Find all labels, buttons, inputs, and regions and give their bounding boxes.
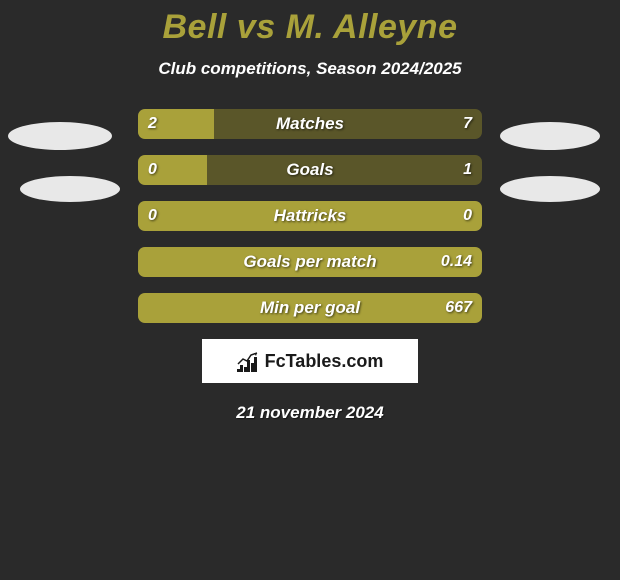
- stat-row: 0Goals1: [138, 155, 482, 185]
- stat-row: 0Hattricks0: [138, 201, 482, 231]
- stat-value-right: 0.14: [441, 247, 472, 277]
- player2-name: M. Alleyne: [286, 8, 458, 46]
- stat-row: Goals per match0.14: [138, 247, 482, 277]
- stat-label: Hattricks: [138, 201, 482, 231]
- stat-label: Min per goal: [138, 293, 482, 323]
- stat-rows: 2Matches70Goals10Hattricks0Goals per mat…: [138, 109, 482, 323]
- decorative-ellipse: [8, 122, 112, 150]
- title-joiner: vs: [227, 8, 286, 46]
- decorative-ellipse: [500, 122, 600, 150]
- stat-label: Matches: [138, 109, 482, 139]
- logo-bar: [254, 357, 257, 372]
- subtitle: Club competitions, Season 2024/2025: [0, 59, 620, 79]
- date-text: 21 november 2024: [0, 403, 620, 423]
- stat-row: 2Matches7: [138, 109, 482, 139]
- page-title: Bell vs M. Alleyne: [0, 8, 620, 47]
- player1-name: Bell: [163, 8, 227, 46]
- stat-value-right: 667: [445, 293, 472, 323]
- decorative-ellipse: [500, 176, 600, 202]
- stat-value-right: 7: [463, 109, 472, 139]
- logo-text: FcTables.com: [265, 351, 384, 372]
- decorative-ellipse: [20, 176, 120, 202]
- stat-label: Goals: [138, 155, 482, 185]
- stat-row: Min per goal667: [138, 293, 482, 323]
- stat-value-right: 0: [463, 201, 472, 231]
- logo-box: FcTables.com: [202, 339, 418, 383]
- stat-label: Goals per match: [138, 247, 482, 277]
- logo-chart-icon: [237, 350, 259, 372]
- comparison-infographic: Bell vs M. Alleyne Club competitions, Se…: [0, 0, 620, 580]
- stat-value-right: 1: [463, 155, 472, 185]
